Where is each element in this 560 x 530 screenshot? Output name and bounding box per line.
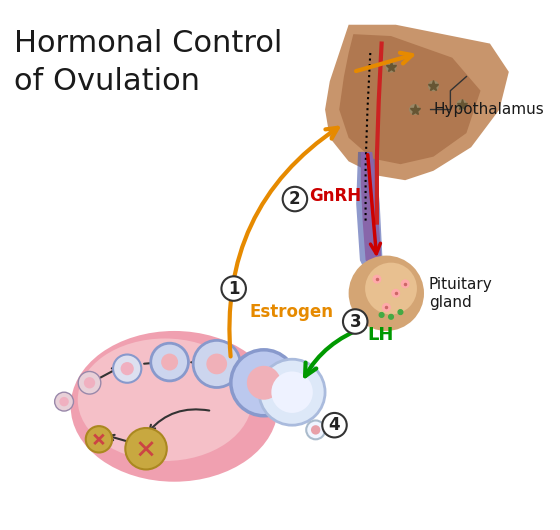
Circle shape xyxy=(193,340,240,387)
Text: Hypothalamus: Hypothalamus xyxy=(433,102,544,117)
Circle shape xyxy=(259,359,325,425)
Ellipse shape xyxy=(71,331,278,482)
Text: Pituitary
gland: Pituitary gland xyxy=(429,277,492,310)
Circle shape xyxy=(221,276,246,301)
Circle shape xyxy=(86,426,112,453)
Text: 2: 2 xyxy=(289,190,301,208)
Circle shape xyxy=(247,366,281,400)
Circle shape xyxy=(55,392,73,411)
Circle shape xyxy=(382,304,390,311)
Circle shape xyxy=(272,372,313,413)
Circle shape xyxy=(386,63,396,72)
Circle shape xyxy=(389,314,393,319)
Circle shape xyxy=(231,350,297,416)
Circle shape xyxy=(206,354,227,374)
Polygon shape xyxy=(356,152,382,271)
Circle shape xyxy=(373,276,381,283)
Circle shape xyxy=(161,354,178,370)
Text: 4: 4 xyxy=(329,416,340,434)
Text: 1: 1 xyxy=(228,279,240,297)
Circle shape xyxy=(59,397,69,407)
Polygon shape xyxy=(361,152,381,270)
Circle shape xyxy=(379,313,384,317)
Text: LH: LH xyxy=(367,326,394,345)
Circle shape xyxy=(84,377,95,388)
Circle shape xyxy=(120,362,134,375)
Circle shape xyxy=(398,310,403,314)
Polygon shape xyxy=(339,34,480,164)
Circle shape xyxy=(78,372,101,394)
Circle shape xyxy=(322,413,347,437)
Circle shape xyxy=(410,105,419,114)
Polygon shape xyxy=(325,25,509,180)
Circle shape xyxy=(151,343,189,381)
Text: GnRH: GnRH xyxy=(309,187,361,205)
Ellipse shape xyxy=(365,263,417,314)
Circle shape xyxy=(457,100,466,110)
Circle shape xyxy=(113,355,141,383)
Text: Hormonal Control: Hormonal Control xyxy=(14,30,282,58)
Ellipse shape xyxy=(349,255,424,331)
Circle shape xyxy=(402,280,409,288)
Text: 3: 3 xyxy=(349,313,361,331)
Text: of Ovulation: of Ovulation xyxy=(14,67,200,96)
Circle shape xyxy=(392,289,399,297)
Circle shape xyxy=(343,310,367,334)
Circle shape xyxy=(429,81,438,91)
Circle shape xyxy=(125,428,167,470)
Circle shape xyxy=(306,420,325,439)
Text: Estrogen: Estrogen xyxy=(250,303,334,321)
Ellipse shape xyxy=(78,339,252,461)
Circle shape xyxy=(283,187,307,211)
Circle shape xyxy=(311,425,320,435)
